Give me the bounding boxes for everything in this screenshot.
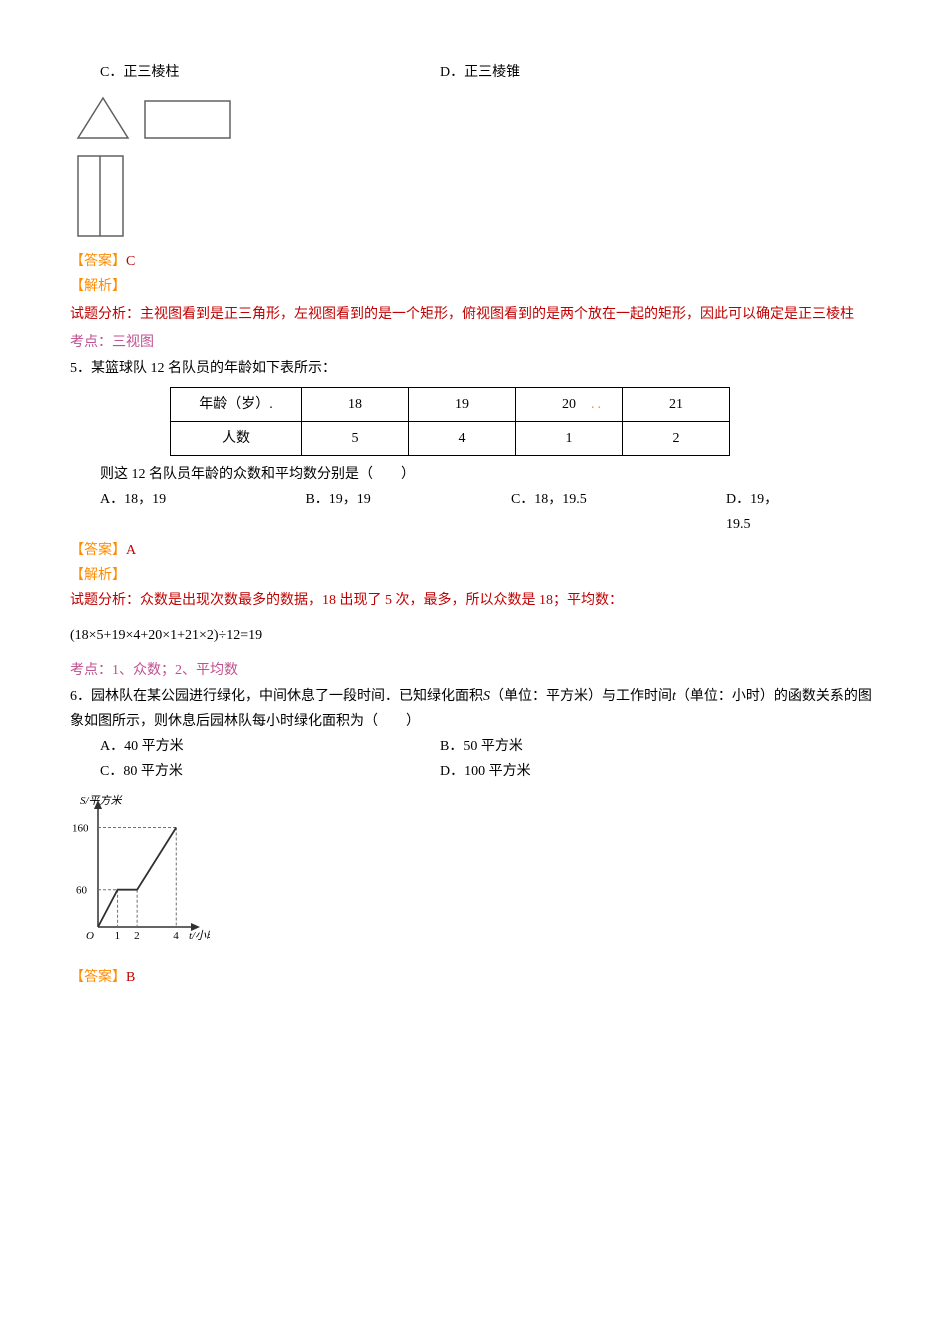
svg-text:4: 4 [173, 930, 179, 942]
q4-point: 考点：三视图 [70, 330, 880, 355]
q4-answer: 【答案】C [70, 249, 880, 274]
table-row: 年龄（岁）. 18 19 20.. 21 [171, 387, 730, 421]
q5-answer: 【答案】A [70, 538, 880, 563]
q5-prompt: 5．某篮球队 12 名队员的年龄如下表所示： [70, 356, 880, 381]
header-age: 年龄（岁）. [171, 387, 302, 421]
q5-analysis-text: 试题分析：众数是出现次数最多的数据，18 出现了 5 次，最多，所以众数是 18… [70, 588, 880, 613]
table-row: 人数 5 4 1 2 [171, 421, 730, 455]
top-view [70, 151, 150, 241]
age-cell: 21 [623, 387, 730, 421]
q6-options-ab: A．40 平方米 B．50 平方米 [70, 734, 880, 759]
age-cell: 18 [302, 387, 409, 421]
q6-chart: S/平方米 t/小时 O 60 160 1 2 4 [70, 792, 880, 956]
count-cell: 5 [302, 421, 409, 455]
q5-formula: (18×5+19×4+20×1+21×2)÷12=19 [70, 623, 880, 648]
line-chart-svg: S/平方米 t/小时 O 60 160 1 2 4 [70, 792, 210, 947]
q6-answer: 【答案】B [70, 965, 880, 990]
svg-text:O: O [86, 930, 94, 942]
count-cell: 2 [623, 421, 730, 455]
q4-option-c: C．正三棱柱 [100, 60, 360, 85]
svg-text:S/平方米: S/平方米 [80, 794, 123, 807]
svg-text:1: 1 [115, 930, 121, 942]
q5-answer-value: A [126, 543, 136, 558]
q6-option-c: C．80 平方米 [100, 759, 360, 784]
q5-option-b: B．19，19 [305, 487, 430, 537]
svg-text:160: 160 [72, 823, 89, 835]
q6-options-cd: C．80 平方米 D．100 平方米 [70, 759, 880, 784]
q4-option-d: D．正三棱锥 [440, 60, 520, 85]
count-cell: 1 [516, 421, 623, 455]
q4-analysis-text: 试题分析：主视图看到是正三角形，左视图看到的是一个矩形，俯视图看到的是两个放在一… [70, 300, 880, 331]
age-cell: 20.. [516, 387, 623, 421]
header-count: 人数 [171, 421, 302, 455]
q6-option-a: A．40 平方米 [100, 734, 360, 759]
q5-option-c: C．18，19.5 [511, 487, 646, 537]
front-side-view [70, 93, 240, 143]
q5-analysis-label: 【解析】 [70, 563, 880, 588]
svg-text:t/小时: t/小时 [189, 929, 210, 942]
q6-prompt: 6．园林队在某公园进行绿化，中间休息了一段时间．已知绿化面积S（单位：平方米）与… [70, 684, 880, 734]
q5-options: A．18，19 B．19，19 C．18，19.5 D．19，19.5 [70, 487, 880, 537]
svg-text:2: 2 [134, 930, 140, 942]
q4-analysis-label: 【解析】 [70, 274, 880, 299]
answer-label: 【答案】 [70, 254, 126, 269]
q4-options-cd: C．正三棱柱 D．正三棱锥 [70, 60, 880, 85]
q5-point: 考点：1、众数；2、平均数 [70, 658, 880, 683]
q6-option-b: B．50 平方米 [440, 734, 523, 759]
q4-three-views [70, 93, 880, 241]
q6-answer-value: B [126, 970, 135, 985]
q5-option-a: A．18，19 [100, 487, 225, 537]
answer-label: 【答案】 [70, 970, 126, 985]
orange-dots: .. [591, 392, 604, 417]
age-cell: 19 [409, 387, 516, 421]
count-cell: 4 [409, 421, 516, 455]
answer-label: 【答案】 [70, 543, 126, 558]
q4-answer-value: C [126, 254, 135, 269]
q5-subprompt: 则这 12 名队员年龄的众数和平均数分别是（ ） [70, 462, 880, 487]
q5-option-d: D．19，19.5 [726, 487, 800, 537]
q6-option-d: D．100 平方米 [440, 759, 531, 784]
q5-table: 年龄（岁）. 18 19 20.. 21 人数 5 4 1 2 [170, 387, 730, 456]
svg-text:60: 60 [76, 885, 88, 897]
